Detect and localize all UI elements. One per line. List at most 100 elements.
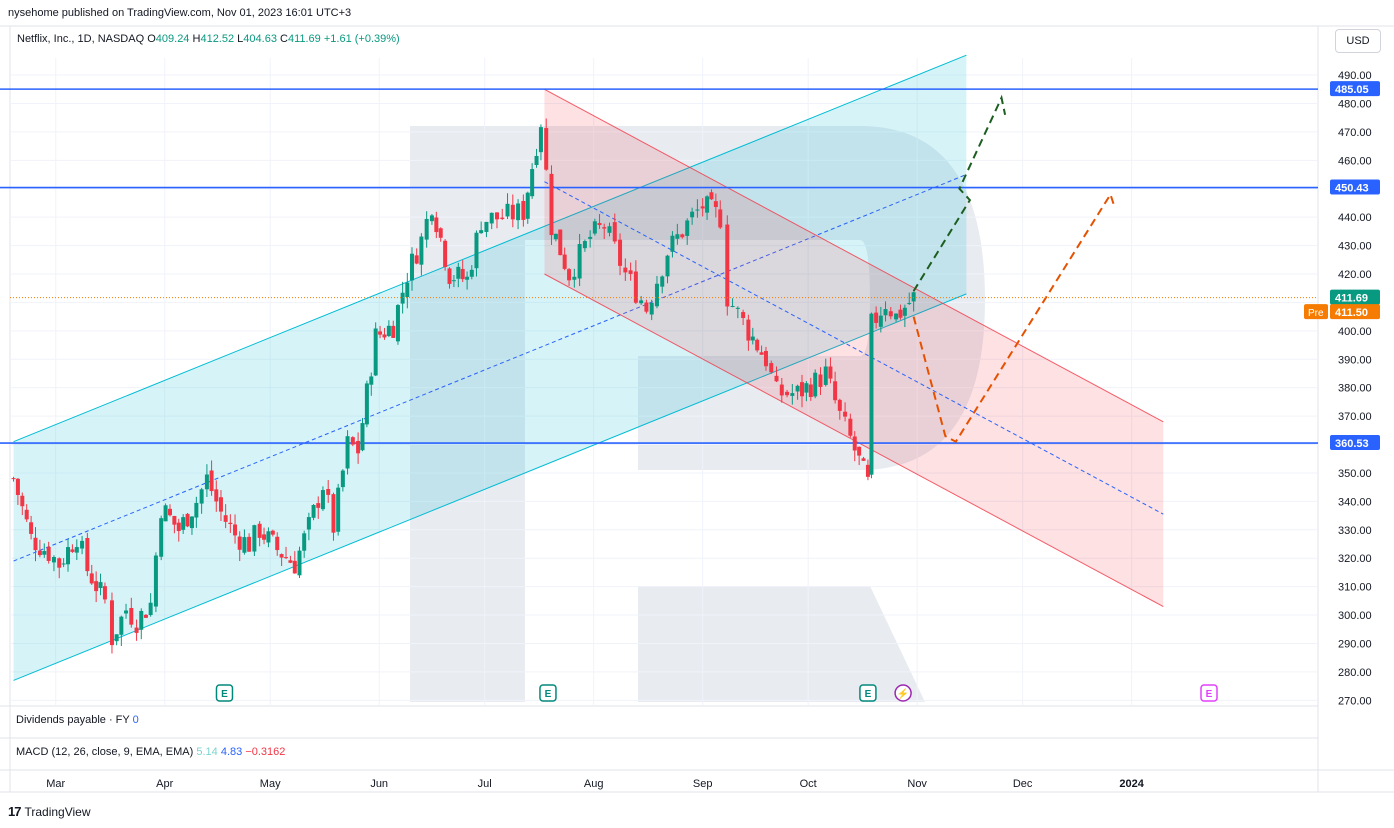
candle-body (288, 560, 293, 563)
candle-body (670, 235, 675, 252)
candle-body (612, 222, 617, 242)
candle-body (837, 399, 842, 411)
candle-body (813, 372, 818, 397)
candle-body (516, 203, 521, 221)
low-label: L (237, 33, 244, 45)
candle-body (639, 300, 644, 304)
candle-body (306, 517, 311, 530)
level-label-0: 485.05 (1335, 84, 1369, 96)
currency-button[interactable]: USD (1335, 29, 1381, 53)
dividends-value: 0 (132, 714, 139, 726)
candle-body (633, 271, 638, 303)
y-tick-label: 270.00 (1338, 695, 1372, 707)
candle-body (795, 385, 800, 392)
candle-body (262, 534, 267, 540)
descending-channel-median (544, 181, 1164, 515)
candle-body (695, 209, 700, 211)
candle-body (61, 563, 66, 565)
candle-body (24, 509, 29, 520)
y-tick-label: 400.00 (1338, 326, 1372, 338)
x-tick-label-8: Nov (907, 778, 927, 790)
candle-body (204, 474, 209, 490)
candle-body (718, 209, 723, 228)
candle-body (460, 268, 465, 280)
candle-body (741, 312, 746, 318)
candle-body (134, 627, 139, 633)
earnings-icon (539, 684, 557, 702)
candle-body (172, 515, 177, 525)
macd-label: MACD (12, 26, close, 9, EMA, EMA) (16, 746, 194, 758)
candle-body (386, 325, 391, 337)
earnings-icon (859, 684, 877, 702)
candle-body (567, 269, 572, 281)
candle-body (257, 523, 262, 538)
candle-body (11, 478, 16, 480)
candle-body (336, 487, 341, 532)
candle-body (755, 339, 760, 351)
candle-body (114, 634, 119, 642)
candle-body (311, 504, 316, 518)
event-marker-label-1: E (545, 689, 552, 700)
candle-body (861, 458, 866, 461)
orange-projection-arrow (912, 192, 1116, 444)
candle-body (843, 411, 848, 417)
y-tick-label: 490.00 (1338, 70, 1372, 82)
candle-body (865, 464, 870, 477)
candle-body (602, 227, 607, 229)
candles (11, 118, 916, 654)
candle-body (163, 505, 168, 522)
candle-body (538, 127, 543, 153)
candle-body (769, 363, 774, 373)
candle-body (194, 502, 199, 518)
candle-body (382, 334, 387, 338)
candle-body (279, 554, 284, 558)
candle-body (181, 517, 186, 530)
candle-body (713, 201, 718, 208)
candle-body (159, 518, 164, 557)
candle-body (66, 547, 71, 565)
x-tick-label-9: Dec (1013, 778, 1033, 790)
tradingview-footer[interactable]: 17 TradingView (8, 804, 91, 819)
candle-body (373, 328, 378, 376)
candle-body (804, 383, 809, 393)
open-label: O (147, 33, 156, 45)
x-tick-label-5: Aug (584, 778, 604, 790)
candle-body (447, 268, 452, 284)
x-tick-label-2: May (260, 778, 281, 790)
candle-body (894, 313, 899, 320)
candle-body (292, 560, 297, 574)
candle-body (331, 494, 336, 533)
macd-value: 5.14 (196, 746, 218, 758)
dividends-pane[interactable]: Dividends payable · FY 0 (16, 714, 139, 726)
tradingview-wordmark: TradingView (24, 804, 91, 819)
y-tick-label: 470.00 (1338, 127, 1372, 139)
candle-body (102, 586, 107, 600)
candle-body (124, 610, 129, 614)
candle-body (237, 536, 242, 550)
candle-body (109, 600, 114, 646)
symbol-name[interactable]: Netflix, Inc., 1D, NASDAQ (17, 33, 145, 45)
pre-market-label: 411.50 (1335, 307, 1368, 319)
candle-body (779, 384, 784, 396)
candle-body (808, 384, 813, 397)
macd-pane[interactable]: MACD (12, 26, close, 9, EMA, EMA) 5.14 4… (16, 746, 285, 758)
candle-body (857, 446, 862, 456)
x-tick-label-7: Oct (800, 778, 817, 790)
candle-body (419, 236, 424, 265)
candle-body (242, 537, 247, 553)
y-tick-label: 380.00 (1338, 383, 1372, 395)
green-projection-arrow (912, 94, 1007, 292)
candle-body (51, 557, 56, 563)
candle-body (209, 470, 214, 492)
candle-body (725, 224, 730, 307)
candle-body (675, 234, 680, 239)
candle-body (505, 203, 510, 217)
candle-body (582, 241, 587, 249)
event-marker-label-4: E (1206, 689, 1213, 700)
candle-body (29, 522, 34, 534)
candle-body (774, 375, 779, 382)
candle-body (42, 551, 47, 555)
candle-body (588, 236, 593, 239)
candle-body (623, 267, 628, 273)
